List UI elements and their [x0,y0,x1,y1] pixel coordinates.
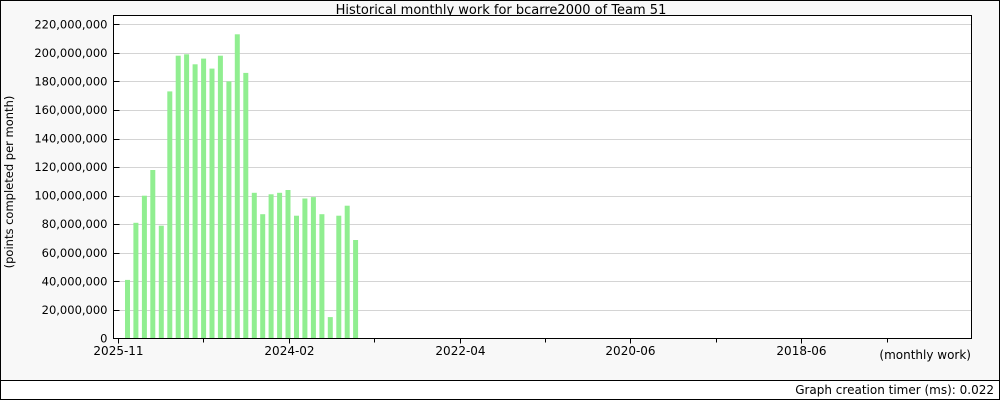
y-tick-label: 40,000,000 [42,274,108,288]
bar [234,34,240,339]
bars-group [125,34,359,339]
x-tick-label: 2022-04 [435,344,485,358]
footer-bar: Graph creation timer (ms): 0.022 [1,381,999,399]
bar [141,195,147,339]
bar [226,81,232,339]
chart-title: Historical monthly work for bcarre2000 o… [335,3,667,18]
x-tick-label: 2018-06 [776,344,826,358]
y-tick-label: 140,000,000 [34,132,107,146]
footer-divider [1,380,999,381]
bar [192,64,198,339]
y-tick-label: 200,000,000 [34,46,107,60]
bar [319,214,325,339]
y-tick-label: 120,000,000 [34,160,107,174]
y-tick-label: 60,000,000 [42,246,108,260]
x-tick-label: 2024-02 [264,344,314,358]
bar [251,192,257,339]
bar [209,68,215,339]
bar [260,214,266,339]
bar [310,197,316,339]
x-axis-title: (monthly work) [879,348,971,362]
bar [175,55,181,339]
graph-timer-text: Graph creation timer (ms): 0.022 [795,383,994,397]
bar [336,215,342,339]
bar [294,215,299,339]
plot-background [113,15,972,339]
bar [150,170,156,339]
bar [201,58,207,339]
y-tick-label: 220,000,000 [34,17,107,31]
y-tick-label: 80,000,000 [42,217,108,231]
bar [302,198,308,339]
bar [158,225,164,339]
bar [243,72,249,339]
y-tick-label: 100,000,000 [34,189,107,203]
bar [184,54,190,339]
y-tick-label: 0 [100,332,107,346]
y-tick-label: 20,000,000 [42,303,108,317]
bar [125,279,130,339]
y-tick-label: 180,000,000 [34,74,107,88]
x-tick-label: 2020-06 [605,344,655,358]
bar [277,192,283,339]
bar [327,317,333,339]
bar [353,240,359,339]
gridlines-group [113,24,972,311]
bar [285,190,291,339]
bar [217,55,223,339]
x-tick-label: 2025-11 [93,344,143,358]
bar [167,91,173,339]
plot-border [113,15,972,339]
bar [133,222,139,339]
x-axis: 2025-11 2024-02 2022-04 2020-06 2018-06 [93,338,888,358]
bar [268,194,274,339]
y-tick-label: 160,000,000 [34,103,107,117]
y-axis: 0 20,000,000 40,000,000 60,000,000 80,000,00… [34,17,120,346]
bar [344,205,350,339]
